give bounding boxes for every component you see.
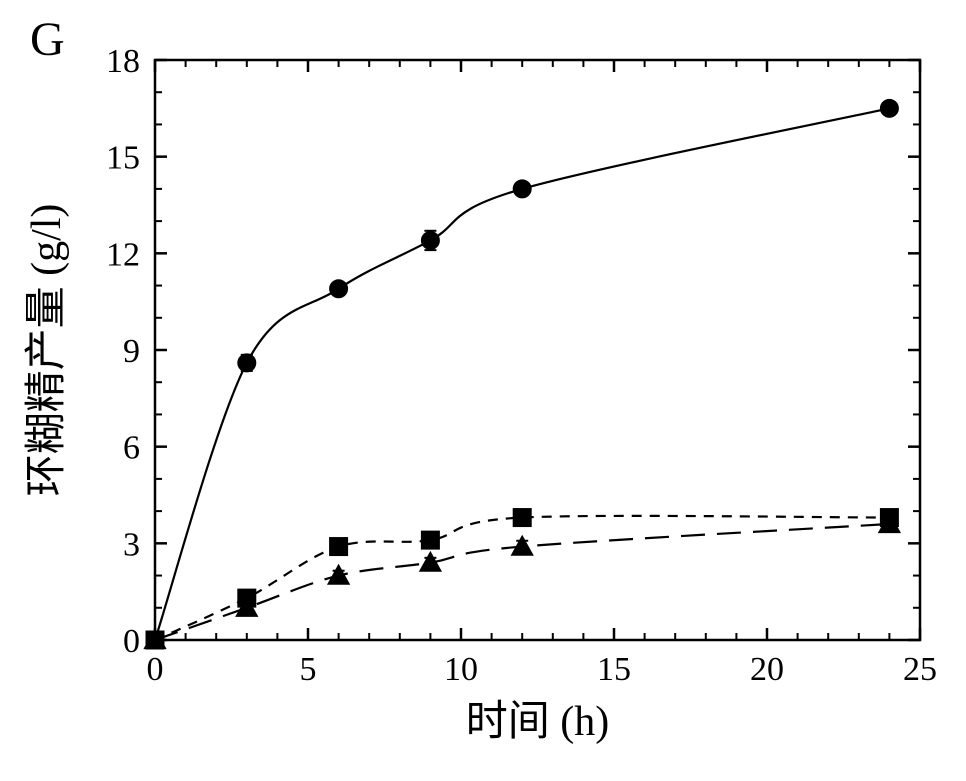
- y-axis-title: 环糊精产量 (g/l): [24, 204, 70, 497]
- y-tick-label: 0: [123, 623, 140, 660]
- x-axis-title: 时间 (h): [466, 699, 609, 745]
- x-tick-label: 25: [903, 651, 937, 688]
- series-circle: [146, 99, 898, 649]
- series-triangle: [144, 513, 900, 648]
- x-tick-label: 15: [597, 651, 631, 688]
- x-tick-label: 5: [300, 651, 317, 688]
- x-tick-label: 0: [147, 651, 164, 688]
- series-square: [146, 509, 898, 649]
- x-tick-label: 10: [444, 651, 478, 688]
- series-square-line: [155, 516, 889, 640]
- line-chart: G 0 5 10 15 20 25 0 3 6 9 12 15 18 时间 (h) 环糊精产量 (g/l): [0, 0, 966, 781]
- x-tick-label: 20: [750, 651, 784, 688]
- plot-frame: [155, 60, 920, 640]
- y-tick-label: 12: [106, 236, 140, 273]
- panel-label: G: [30, 13, 65, 66]
- y-tick-label: 3: [123, 526, 140, 563]
- chart-container: { "panel_label": "G", "chart": { "type":…: [0, 0, 966, 781]
- y-tick-label: 9: [123, 333, 140, 370]
- y-tick-label: 15: [106, 140, 140, 177]
- y-tick-label: 6: [123, 430, 140, 467]
- y-tick-label: 18: [106, 43, 140, 80]
